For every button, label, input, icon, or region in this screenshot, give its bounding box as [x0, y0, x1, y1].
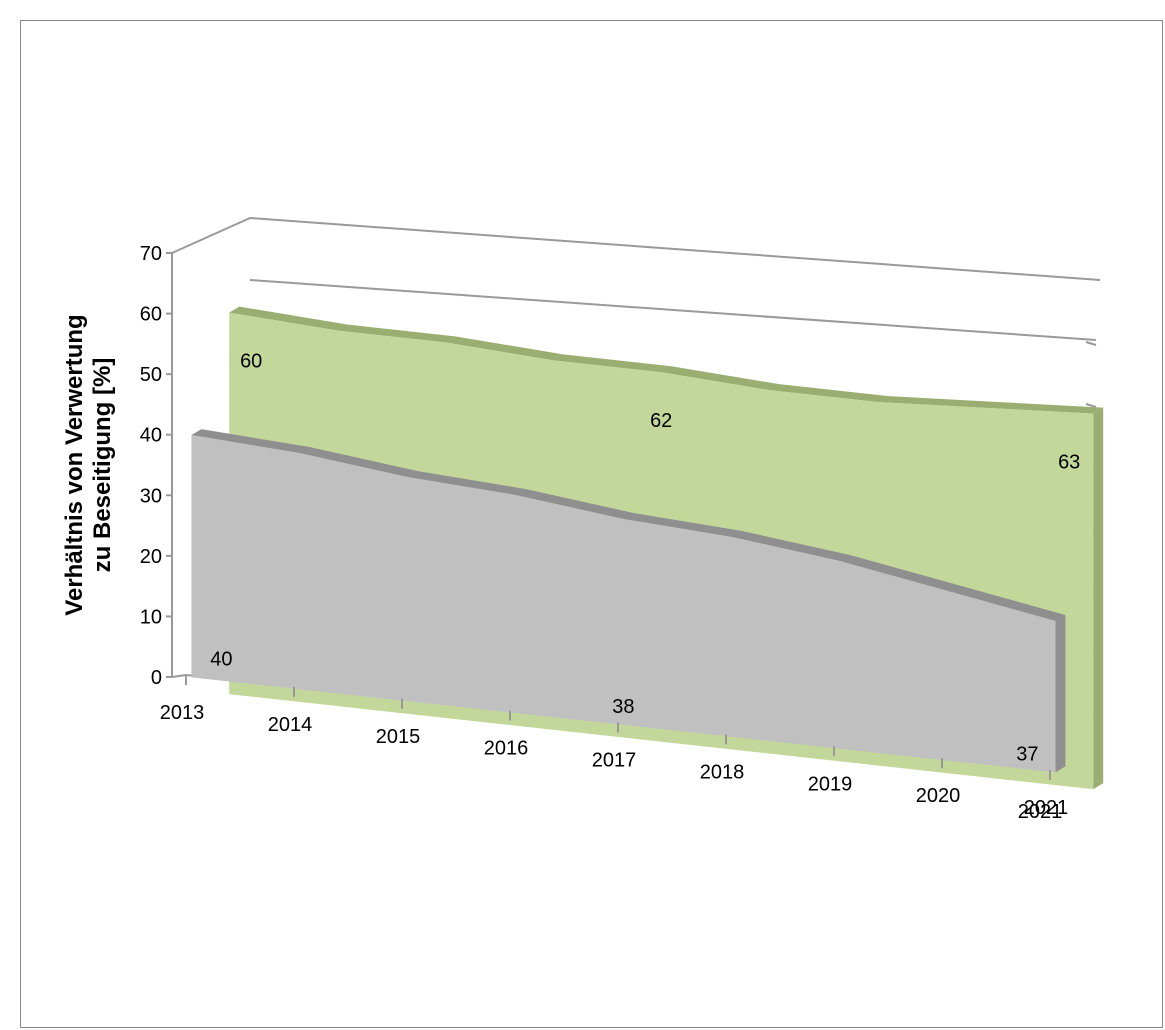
y-tick-label: 70	[140, 243, 162, 265]
data-label: 63	[1058, 452, 1080, 474]
right-wall-tick	[1085, 341, 1097, 346]
y-tick-label: 50	[140, 364, 162, 386]
x-tick-label: 2018	[700, 761, 745, 783]
series-side-face-0	[1055, 614, 1066, 773]
x-tick-label: 2017	[592, 750, 637, 772]
series-top-edge-1	[229, 306, 1104, 414]
x-tick-label: 2014	[268, 714, 313, 736]
y-tick-label: 20	[140, 546, 162, 568]
data-label: 60	[240, 351, 262, 373]
back-wall-upper-line	[249, 279, 1097, 341]
y-tick-label: 60	[140, 304, 162, 326]
x-tick-label: 2020	[916, 785, 961, 807]
series-side-face-1	[1093, 407, 1104, 790]
back-wall-top-edge	[171, 216, 1101, 281]
x-tick-label: 2019	[808, 773, 853, 795]
y-tick-label: 0	[151, 667, 162, 689]
y-tick-label: 40	[140, 425, 162, 447]
depth-axis-label: 2021	[1018, 801, 1063, 823]
series-top-edge-0	[191, 429, 1066, 621]
x-tick-label: 2015	[376, 726, 421, 748]
data-label: 40	[210, 648, 232, 670]
x-tick-label: 2021	[1024, 797, 1069, 819]
data-label: 37	[1016, 743, 1038, 765]
y-axis-title-line-1: Verhältnis von Verwertung	[61, 314, 88, 615]
x-tick-label: 2013	[160, 702, 205, 724]
data-label: 38	[612, 696, 634, 718]
data-label: 62	[650, 410, 672, 432]
x-tick-label: 2016	[484, 738, 529, 760]
y-axis-title-line-2: zu Beseitigung [%]	[89, 358, 116, 573]
y-tick-label: 10	[140, 606, 162, 628]
series-area-0	[191, 435, 1056, 773]
floor-corner-line	[171, 674, 187, 678]
right-wall-tick	[1085, 403, 1097, 408]
y-tick-label: 30	[140, 485, 162, 507]
